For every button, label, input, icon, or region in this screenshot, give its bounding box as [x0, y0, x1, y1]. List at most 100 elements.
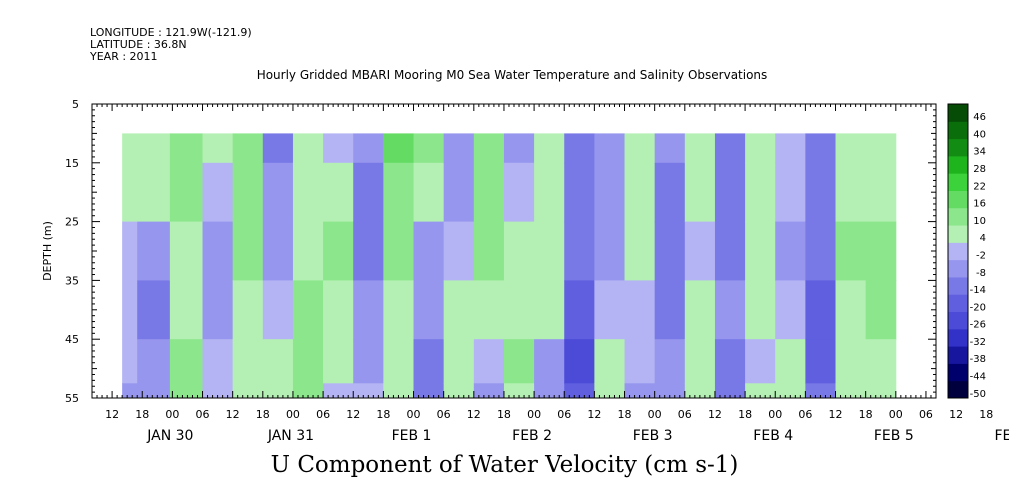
heatmap-cell — [865, 383, 897, 398]
heatmap-cell — [805, 383, 837, 398]
heatmap-cell — [137, 221, 171, 281]
heatmap-cell — [714, 383, 746, 398]
x-hour-label: 00 — [407, 408, 421, 421]
heatmap-cell — [353, 221, 384, 281]
y-axis-label: DEPTH (m) — [41, 221, 54, 281]
heatmap-cell — [594, 280, 626, 340]
colorbar-label: -2 — [976, 250, 986, 261]
x-hour-label: 12 — [226, 408, 240, 421]
x-hour-label: 12 — [346, 408, 360, 421]
heatmap-cell — [232, 133, 264, 164]
heatmap-cell — [232, 339, 264, 384]
x-hour-label: 00 — [648, 408, 662, 421]
colorbar-swatch — [948, 155, 968, 174]
x-hour-label: 18 — [979, 408, 993, 421]
heatmap-cell — [534, 383, 565, 398]
heatmap-cell — [473, 383, 505, 398]
heatmap-cell — [137, 133, 171, 164]
heatmap-cell — [383, 221, 415, 281]
heatmap-cell — [564, 221, 595, 281]
x-day-label: FEB 6 — [994, 428, 1009, 444]
heatmap-cell — [624, 339, 656, 384]
heatmap-cell — [654, 383, 686, 398]
heatmap-cell — [503, 162, 535, 223]
heatmap-cell — [137, 162, 171, 223]
heatmap-cell — [714, 339, 746, 384]
y-tick-label: 5 — [72, 98, 79, 111]
heatmap-cell — [775, 133, 806, 164]
heatmap-cell — [353, 162, 384, 223]
colorbar-swatch — [948, 346, 968, 364]
colorbar-swatch — [948, 363, 968, 382]
colorbar-swatch — [948, 311, 968, 330]
chart-title: Hourly Gridded MBARI Mooring M0 Sea Wate… — [256, 68, 768, 82]
heatmap-cell — [323, 280, 354, 340]
heatmap-cell — [292, 133, 324, 164]
colorbar-swatch — [948, 104, 968, 122]
heatmap-cell — [503, 339, 535, 384]
heatmap-cell — [624, 133, 656, 164]
heatmap-cell — [383, 133, 415, 164]
heatmap-cell — [745, 383, 776, 398]
heatmap-cell — [202, 339, 234, 384]
heatmap-cell — [232, 221, 264, 281]
heatmap-cell — [473, 133, 505, 164]
heatmap-cell — [564, 280, 595, 340]
x-hour-label: 18 — [859, 408, 873, 421]
heatmap-cell — [323, 383, 354, 398]
heatmap-cell — [232, 162, 264, 223]
heatmap-cell — [383, 339, 415, 384]
heatmap-cell — [745, 162, 776, 223]
heatmap-cell — [594, 162, 626, 223]
heatmap-cell — [594, 339, 626, 384]
heatmap-cell — [353, 339, 384, 384]
x-hour-label: 18 — [256, 408, 270, 421]
heatmap-cell — [323, 221, 354, 281]
x-hour-label: 06 — [196, 408, 210, 421]
colorbar-frame — [947, 103, 969, 399]
heatmap-cell — [292, 280, 324, 340]
colorbar-label: 16 — [973, 199, 986, 210]
x-day-label: JAN 31 — [267, 428, 314, 444]
heatmap-cell — [262, 162, 294, 223]
x-day-label: FEB 3 — [633, 428, 673, 444]
colorbar-label: 10 — [973, 216, 986, 227]
heatmap-cell — [169, 339, 204, 384]
heatmap-cell — [443, 133, 475, 164]
heatmap-cell — [169, 162, 204, 223]
x-hour-label: 12 — [708, 408, 722, 421]
heatmap-cell — [654, 162, 686, 223]
x-hour-label: 18 — [135, 408, 149, 421]
heatmap-cell — [594, 133, 626, 164]
heatmap-cell — [169, 221, 204, 281]
x-day-label: FEB 5 — [874, 428, 914, 444]
heatmap-cell — [534, 133, 565, 164]
heatmap-cell — [684, 280, 716, 340]
colorbar: 46 40 34 28 22 16 10 4 -2 -8 -14 -20 -26 -32 -38 -44 -50 — [947, 103, 986, 400]
heatmap-cell — [137, 339, 171, 384]
heatmap-cell — [202, 221, 234, 281]
heatmap-cell — [262, 383, 294, 398]
heatmap-cell — [624, 221, 656, 281]
heatmap-cell — [865, 133, 897, 164]
heatmap-cell — [353, 280, 384, 340]
heatmap-cell — [654, 221, 686, 281]
longitude-text: LONGITUDE : 121.9W(-121.9) — [90, 26, 252, 39]
x-hour-label: 12 — [467, 408, 481, 421]
heatmap-cell — [534, 339, 565, 384]
heatmap-cell — [292, 162, 324, 223]
heatmap-cell — [805, 280, 837, 340]
heatmap-cell — [292, 383, 324, 398]
heatmap-cell — [262, 280, 294, 340]
heatmap-cell — [122, 162, 138, 223]
colorbar-swatch — [948, 121, 968, 140]
heatmap-cell — [835, 133, 867, 164]
heatmap-cell — [353, 383, 384, 398]
heatmap-cell — [714, 280, 746, 340]
colorbar-swatch — [948, 276, 968, 295]
x-hour-label: 00 — [527, 408, 541, 421]
heatmap-cell — [503, 383, 535, 398]
heatmap-cell — [775, 221, 806, 281]
x-axis: 12 18 00 06 12 18 00 06 12 18 00 06 12 18 00 06 12 18 00 06… — [91, 104, 1009, 444]
x-hour-label: 06 — [437, 408, 451, 421]
